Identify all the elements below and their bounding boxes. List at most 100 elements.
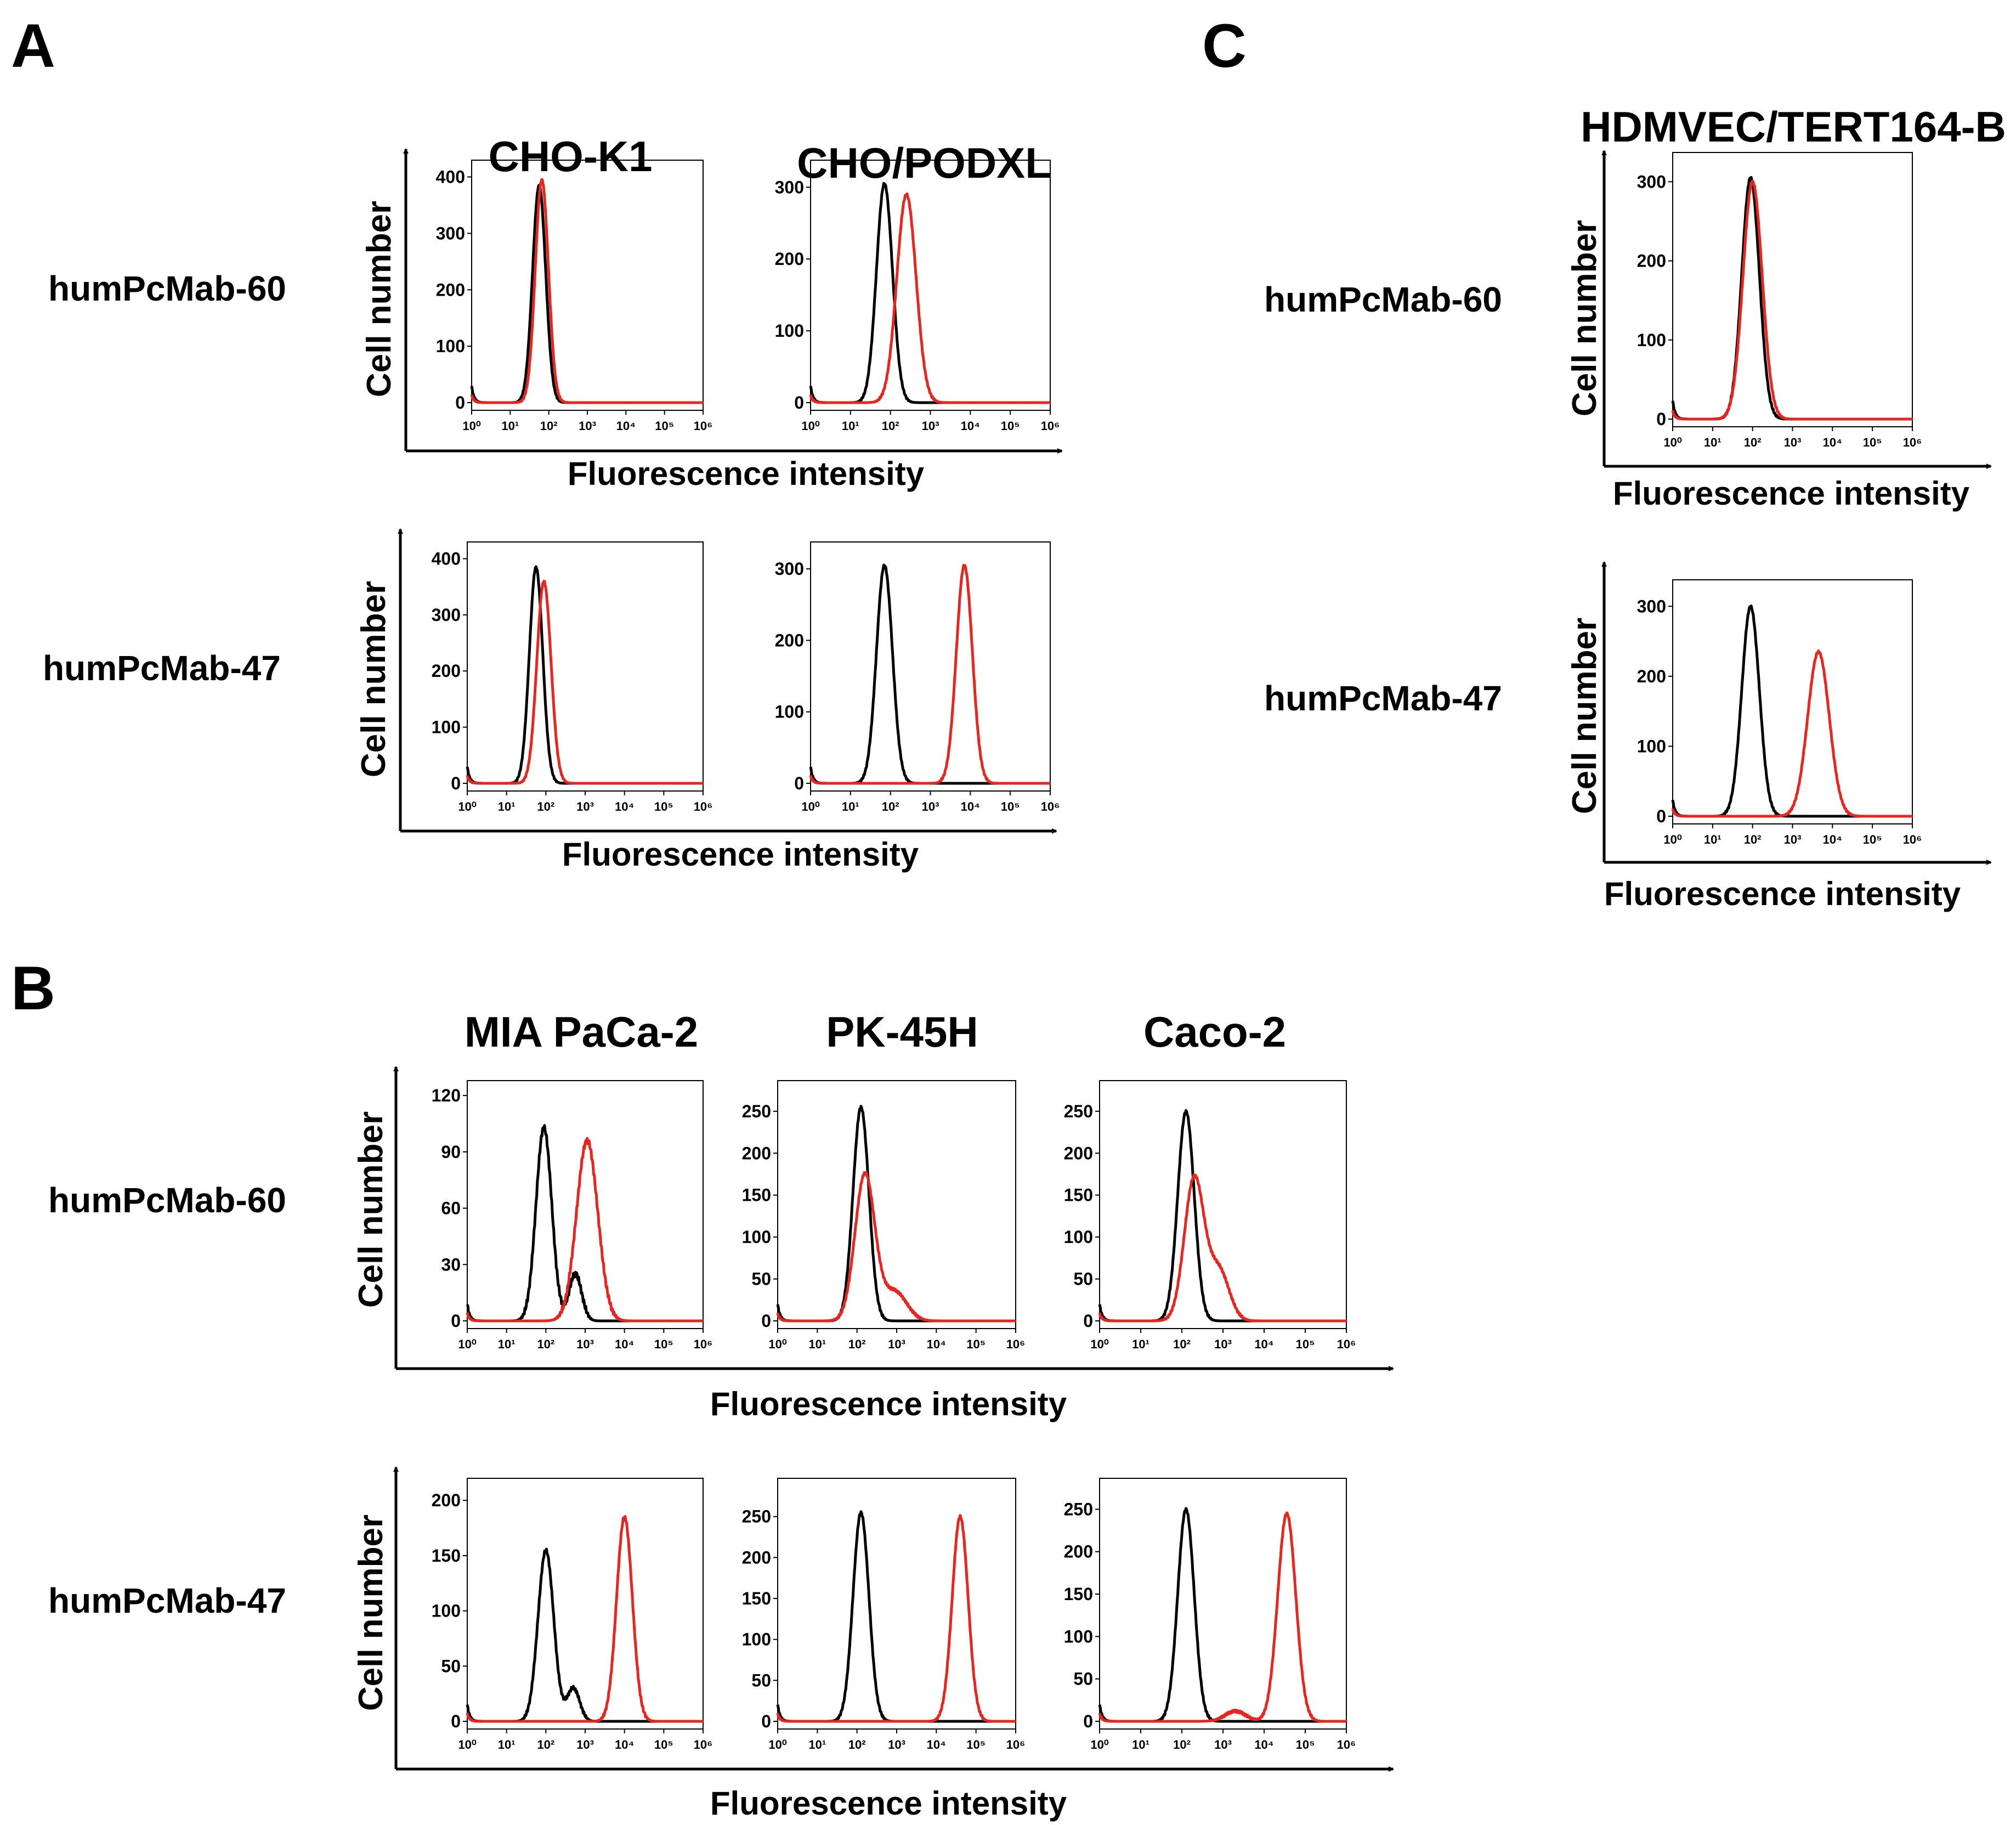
y-tick-label: 200 <box>1637 666 1666 686</box>
x-tick-label: 10⁰ <box>462 419 480 433</box>
histogram-line-control <box>466 1547 704 1723</box>
x-tick-label: 10³ <box>1784 436 1802 449</box>
title-cho-k1: CHO-K1 <box>488 132 652 180</box>
x-tick-label: 10⁰ <box>801 419 819 433</box>
x-tick-label: 10⁰ <box>1090 1738 1108 1751</box>
y-tick-label: 200 <box>432 661 461 681</box>
y-tick-label: 0 <box>761 1711 771 1731</box>
x-tick-label: 10⁵ <box>654 1738 673 1751</box>
x-tick-label: 10⁶ <box>1006 1337 1026 1351</box>
x-tick-label: 10⁴ <box>615 1738 634 1751</box>
plot-frame <box>467 541 704 792</box>
histogram-line-antibody <box>809 563 1051 785</box>
histogram-plot-A-cho-k1-mab60: 0 100 200 300 400 10⁰ 10¹ 10² 10³ 10⁴ 10⁵ 10⁶ <box>436 160 712 433</box>
y-axis-label-a-row2: Cell number <box>355 581 393 777</box>
histogram-line-antibody <box>1671 179 1913 421</box>
histogram-line-control <box>1671 604 1913 818</box>
x-tick-label: 10¹ <box>1132 1337 1149 1351</box>
x-tick-label: 10¹ <box>1704 833 1721 846</box>
histogram-line-antibody <box>1098 1511 1347 1723</box>
y-tick-label: 0 <box>1656 806 1666 826</box>
x-tick-label: 10⁰ <box>1090 1337 1108 1351</box>
x-axis-label-c-row1: Fluorescence intensity <box>1613 475 1970 512</box>
x-tick-label: 10⁰ <box>801 800 819 813</box>
histogram-line-control <box>809 182 1051 404</box>
y-tick-label: 0 <box>451 1311 461 1331</box>
y-axis-label-c-row2: Cell number <box>1566 618 1604 814</box>
title-mia-paca2: MIA PaCa-2 <box>465 1008 698 1056</box>
x-tick-label: 10² <box>1744 436 1762 449</box>
histogram-line-antibody <box>1098 1173 1347 1323</box>
y-axis-label-a-row1: Cell number <box>360 201 398 397</box>
x-tick-label: 10³ <box>579 419 596 433</box>
plot-frame <box>810 160 1051 411</box>
histogram-plot-B-caco2-mab60: 0 50 100 150 200 250 10⁰ 10¹ 10² 10³ 10⁴ 10⁵ 10⁶ <box>1064 1080 1356 1351</box>
panel-label-c: C <box>1202 12 1247 80</box>
y-tick-label: 100 <box>432 717 461 737</box>
y-tick-label: 50 <box>441 1656 461 1676</box>
y-tick-label: 100 <box>742 1630 771 1649</box>
x-tick-label: 10¹ <box>1132 1738 1149 1751</box>
histogram-line-control <box>1098 1109 1347 1323</box>
x-tick-label: 10⁴ <box>616 419 636 433</box>
title-pk45h: PK-45H <box>826 1008 978 1056</box>
x-tick-label: 10⁴ <box>927 1337 946 1351</box>
x-tick-label: 10⁵ <box>966 1738 986 1751</box>
x-tick-label: 10⁴ <box>615 1337 634 1351</box>
y-tick-label: 0 <box>1656 409 1666 429</box>
histogram-line-antibody <box>466 1515 704 1723</box>
y-tick-label: 100 <box>1064 1227 1093 1247</box>
y-tick-label: 300 <box>432 605 461 625</box>
plot-frame <box>1672 152 1913 427</box>
x-tick-label: 10⁵ <box>1001 800 1020 813</box>
x-tick-label: 10² <box>848 1738 866 1751</box>
y-tick-label: 200 <box>775 249 804 269</box>
histogram-plot-C-hdmvec-mab47: 0 100 200 300 10⁰ 10¹ 10² 10³ 10⁴ 10⁵ 10⁶ <box>1637 579 1922 846</box>
y-tick-label: 200 <box>1637 251 1666 271</box>
x-tick-label: 10⁶ <box>1041 800 1060 813</box>
plot-frame <box>810 541 1051 792</box>
x-tick-label: 10² <box>537 800 554 813</box>
y-tick-label: 200 <box>436 280 465 300</box>
x-tick-label: 10¹ <box>501 419 519 433</box>
x-tick-label: 10⁵ <box>1863 436 1882 449</box>
histogram-line-antibody <box>1671 649 1913 818</box>
x-tick-label: 10⁵ <box>655 419 674 433</box>
x-tick-label: 10⁵ <box>1863 833 1882 846</box>
x-tick-label: 10¹ <box>842 419 859 433</box>
y-tick-label: 0 <box>794 393 804 413</box>
plot-frame <box>777 1478 1016 1730</box>
histogram-plot-B-caco2-mab47: 0 50 100 150 200 250 10⁰ 10¹ 10² 10³ 10⁴ 10⁵ 10⁶ <box>1064 1478 1356 1751</box>
y-tick-label: 100 <box>775 321 804 341</box>
x-tick-label: 10⁶ <box>1006 1738 1026 1751</box>
plot-frame <box>467 1478 704 1730</box>
histogram-plot-B-mia-mab47: 0 50 100 150 200 10⁰ 10¹ 10² 10³ 10⁴ 10⁵ 10⁶ <box>432 1478 712 1751</box>
x-tick-label: 10² <box>882 800 899 813</box>
y-axis-label-b-row1: Cell number <box>352 1111 390 1308</box>
x-tick-label: 10² <box>537 1337 554 1351</box>
x-tick-label: 10⁰ <box>458 800 476 813</box>
y-tick-label: 400 <box>432 549 461 568</box>
histogram-line-antibody <box>466 1137 704 1323</box>
x-tick-label: 10³ <box>576 1337 594 1351</box>
plot-frame <box>1099 1478 1347 1730</box>
x-tick-label: 10³ <box>1214 1738 1232 1751</box>
x-tick-label: 10² <box>1744 833 1762 846</box>
y-tick-label: 150 <box>1064 1185 1093 1205</box>
title-cho-podxl: CHO/PODXL <box>797 139 1051 187</box>
histogram-line-control <box>466 1124 704 1323</box>
x-tick-label: 10⁵ <box>654 800 673 813</box>
row-label-a-mab60: humPcMab-60 <box>48 269 286 308</box>
y-tick-label: 0 <box>1083 1311 1093 1331</box>
x-tick-label: 10² <box>1173 1738 1191 1751</box>
y-tick-label: 200 <box>432 1490 461 1510</box>
x-tick-label: 10⁶ <box>1903 833 1922 846</box>
y-tick-label: 0 <box>794 773 804 793</box>
histogram-line-antibody <box>466 580 704 785</box>
x-tick-label: 10¹ <box>1704 436 1721 449</box>
row-label-a-mab47: humPcMab-47 <box>43 648 281 688</box>
x-tick-label: 10² <box>848 1337 866 1351</box>
x-tick-label: 10⁴ <box>1254 1738 1273 1751</box>
x-tick-label: 10³ <box>922 800 939 813</box>
x-tick-label: 10³ <box>922 419 939 433</box>
